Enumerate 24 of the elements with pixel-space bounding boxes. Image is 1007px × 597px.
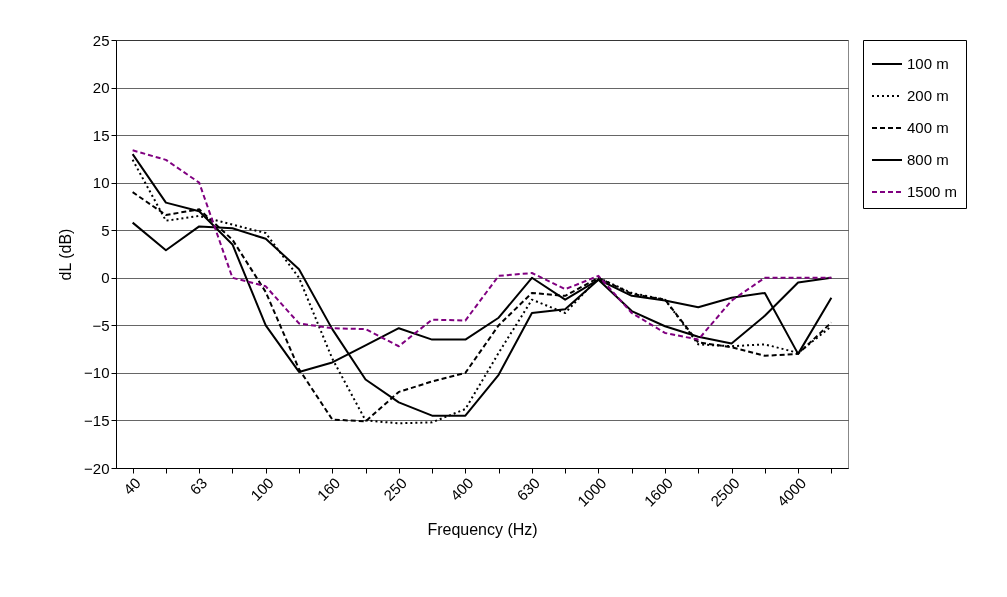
legend-label: 800 m	[907, 151, 949, 168]
x-tick-label: 630	[513, 474, 544, 504]
y-tick-label: 20	[92, 79, 110, 97]
x-tick-label: 160	[313, 474, 344, 504]
y-tick-label: −15	[84, 411, 110, 429]
y-tick-label: −10	[84, 364, 110, 382]
x-tick-label: 400	[446, 474, 477, 504]
y-axis-title: dL (dB)	[57, 228, 75, 281]
legend-label: 200 m	[907, 87, 949, 104]
x-axis-title: Frequency (Hz)	[427, 520, 538, 538]
y-tick-label: 0	[101, 269, 110, 287]
y-tick-label: 5	[101, 221, 110, 239]
legend-label: 1500 m	[907, 183, 958, 200]
legend-label: 100 m	[907, 55, 949, 72]
y-tick-label: 25	[92, 31, 110, 49]
x-tick-label: 40	[119, 474, 144, 498]
y-tick-label: −5	[92, 316, 110, 334]
y-tick-label: 15	[92, 126, 110, 144]
x-tick-label: 100	[247, 474, 277, 504]
y-tick-label: −20	[84, 459, 110, 477]
legend-label: 400 m	[907, 119, 949, 136]
x-tick-label: 250	[380, 474, 410, 504]
y-tick-label: 10	[92, 174, 110, 192]
x-tick-label: 63	[186, 474, 211, 498]
